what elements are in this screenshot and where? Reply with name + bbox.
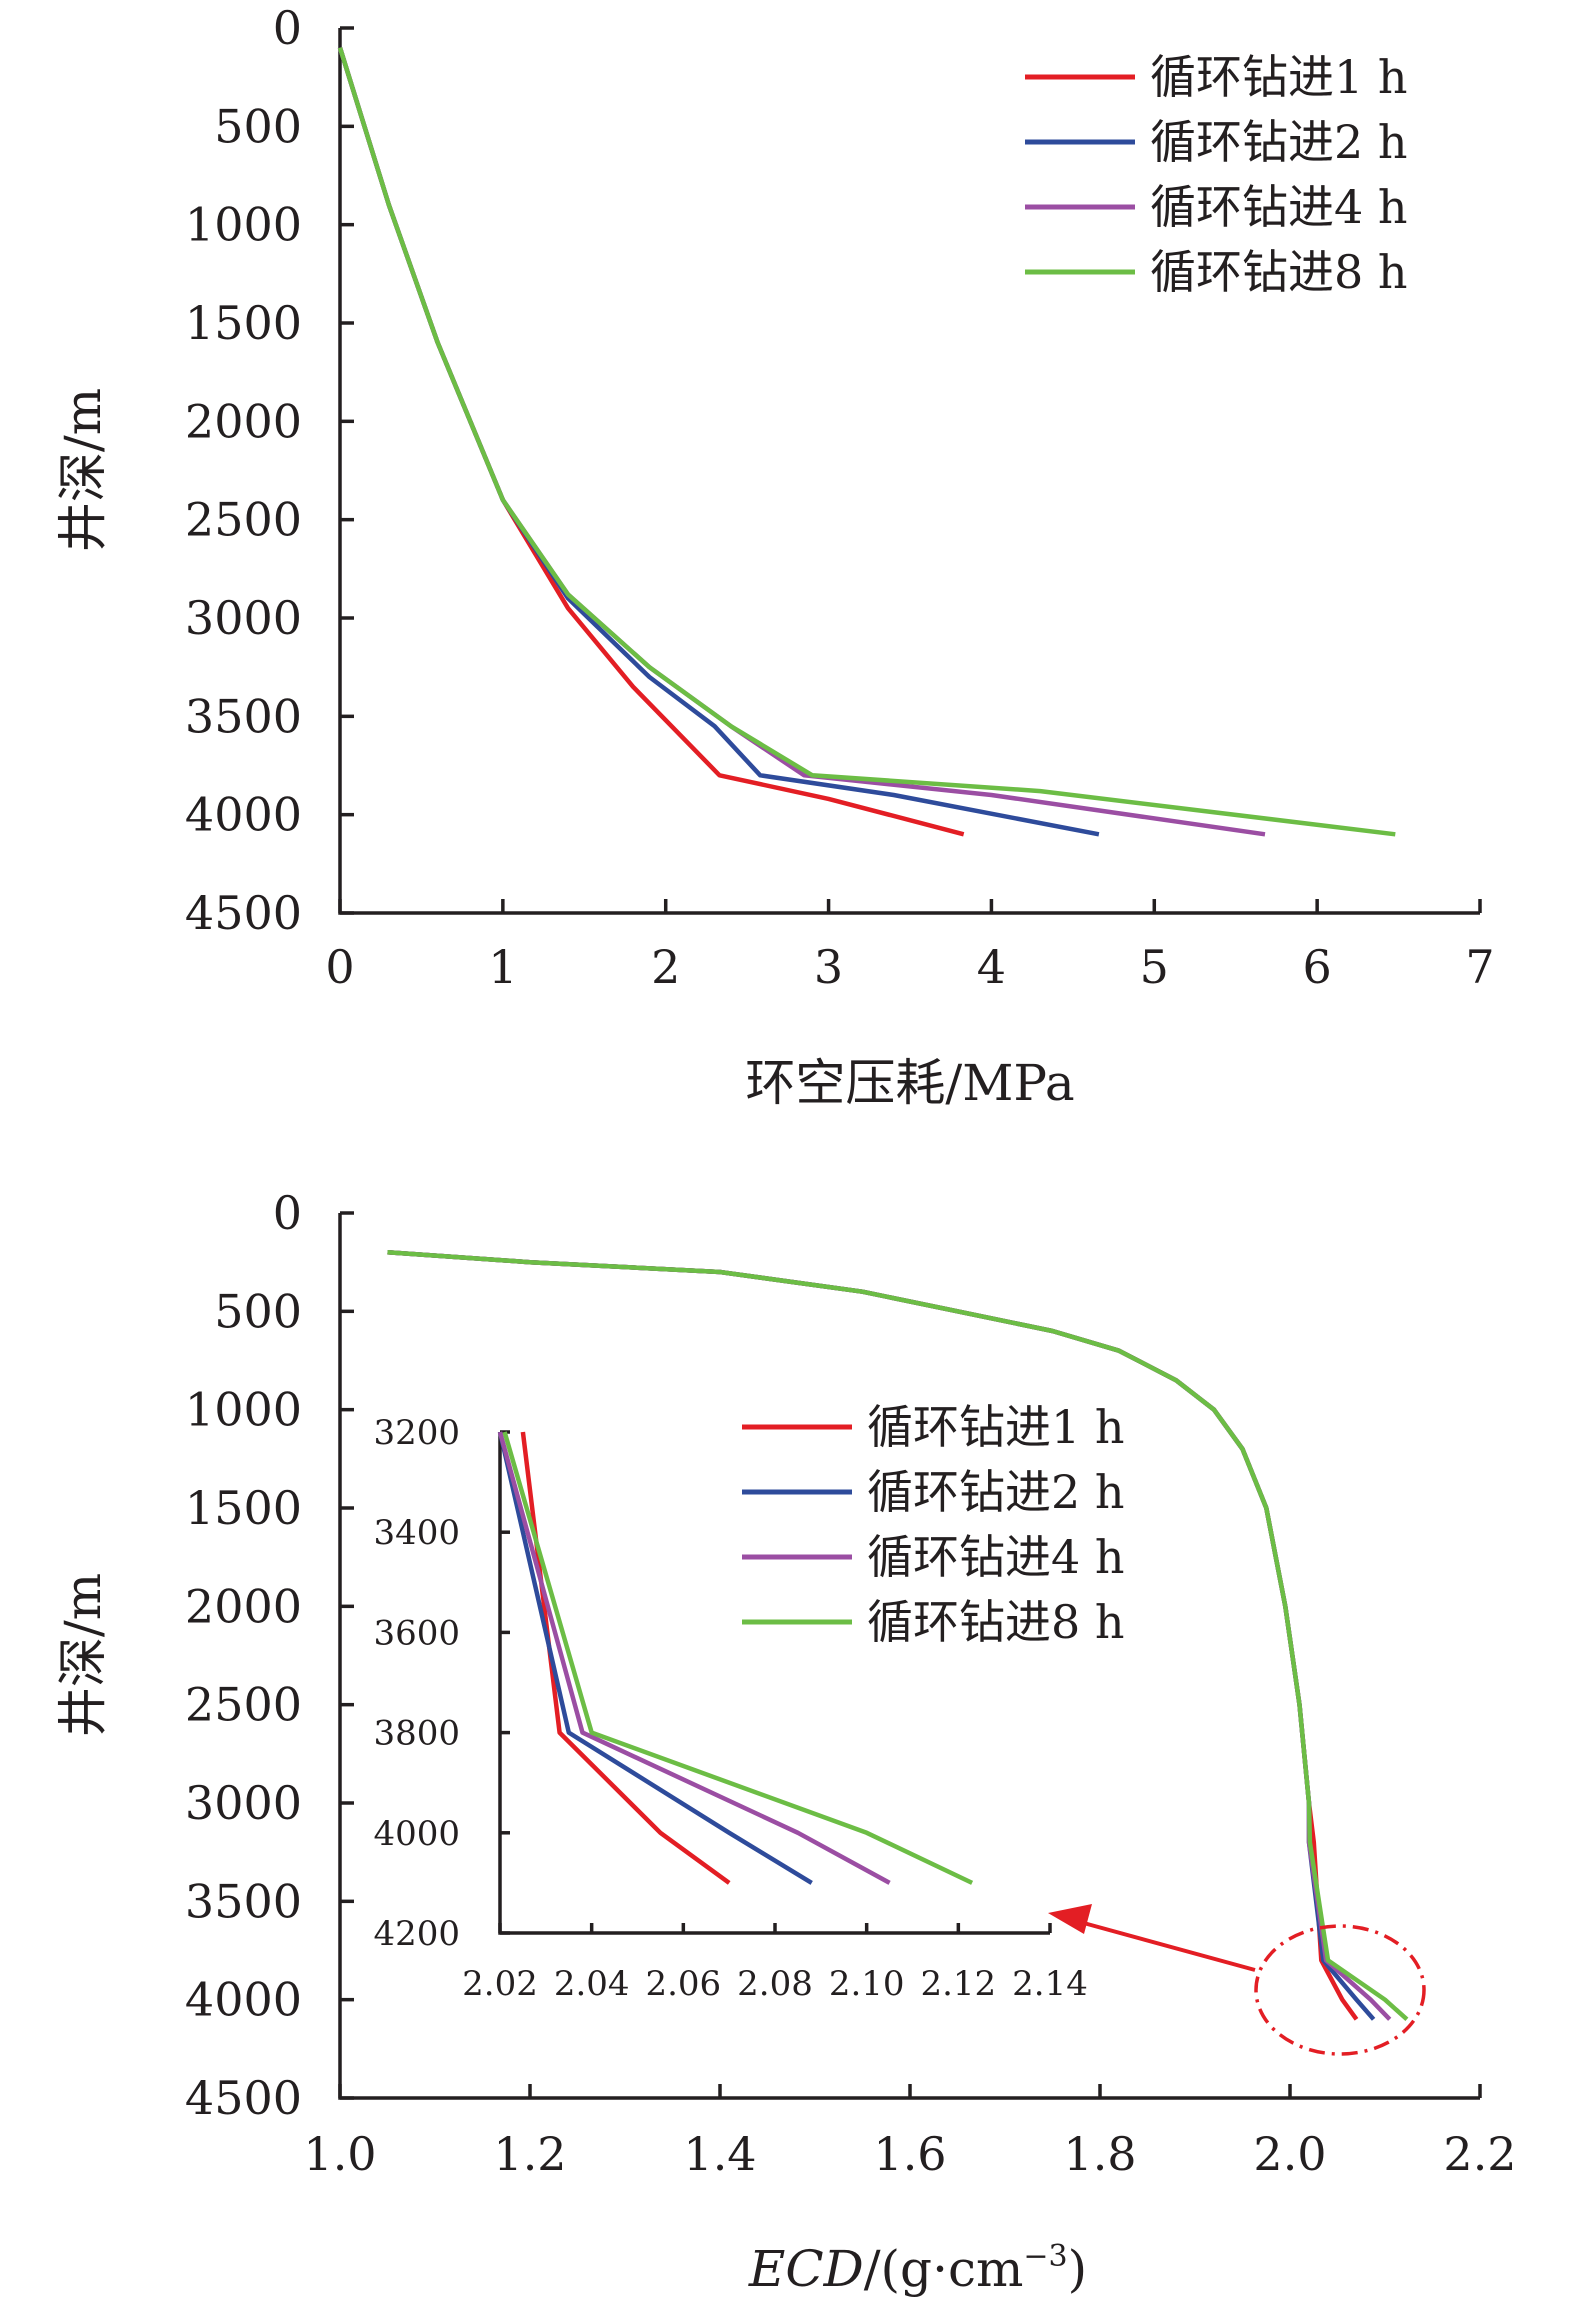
legend-label-1: 循环钻进1 h [1150, 50, 1408, 104]
bottom-x-label-sup: −3 [1023, 2239, 1067, 2274]
inset-y-ticks: 3200 3400 3600 3800 4000 4200 [373, 1413, 510, 1954]
series-line-2 [497, 1431, 813, 1885]
x-tick-label: 2.0 [1253, 2127, 1326, 2181]
bottom-series-lines [387, 1250, 1409, 2021]
top-legend: 循环钻进1 h 循环钻进2 h 循环钻进4 h 循环钻进8 h [1025, 50, 1408, 299]
y-tick-label: 1500 [185, 296, 302, 350]
top-x-label: 环空压耗/MPa [745, 1054, 1074, 1112]
x-tick-label: 2.08 [737, 1964, 813, 2004]
y-tick-label: 3600 [373, 1613, 460, 1653]
top-x-ticks: 0 1 2 3 4 5 6 7 [325, 899, 1495, 994]
x-tick-label: 2.2 [1443, 2127, 1516, 2181]
pressure-loss-chart: 0 500 1000 1500 2000 2500 3000 3500 4000 4500 0 1 2… [54, 1, 1495, 1112]
y-tick-label: 2500 [185, 493, 302, 547]
ecd-chart: 0 500 1000 1500 2000 2500 3000 3500 4000 4500 1.0… [54, 1186, 1517, 2298]
y-tick-label: 4000 [185, 1973, 302, 2027]
zoom-circle [1254, 1924, 1426, 2056]
series-line-4 [337, 47, 1396, 837]
legend-label-4: 循环钻进8 h [1150, 245, 1408, 299]
y-tick-label: 3500 [185, 689, 302, 743]
bottom-y-label: 井深/m [54, 1573, 112, 1737]
bottom-y-ticks: 0 500 1000 1500 2000 2500 3000 3500 4000 4500 [185, 1186, 354, 2125]
x-tick-label: 6 [1303, 940, 1332, 994]
x-tick-label: 1.8 [1063, 2127, 1136, 2181]
x-tick-label: 2.04 [554, 1964, 630, 2004]
bottom-x-label-italic: ECD [748, 2240, 864, 2298]
y-tick-label: 0 [273, 1186, 302, 1240]
series-line-3 [497, 1431, 891, 1885]
series-line-4 [502, 1431, 974, 1885]
x-tick-label: 4 [977, 940, 1006, 994]
y-tick-label: 4200 [373, 1914, 460, 1954]
legend-label-3: 循环钻进4 h [1150, 180, 1408, 234]
series-line-4 [387, 1250, 1409, 2021]
bottom-x-label-unit: /(g·cm [864, 2240, 1024, 2298]
y-tick-label: 3200 [373, 1413, 460, 1453]
zoom-arrow-line [1079, 1920, 1256, 1972]
y-tick-label: 3000 [185, 591, 302, 645]
y-tick-label: 3000 [185, 1776, 302, 1830]
x-tick-label: 1.6 [873, 2127, 946, 2181]
y-tick-label: 4500 [185, 886, 302, 940]
x-tick-label: 0 [325, 940, 354, 994]
legend-label-2: 循环钻进2 h [867, 1465, 1125, 1519]
y-tick-label: 2500 [185, 1678, 302, 1732]
legend-label-2: 循环钻进2 h [1150, 115, 1408, 169]
x-tick-label: 2.02 [462, 1964, 538, 2004]
top-y-ticks: 0 500 1000 1500 2000 2500 3000 3500 4000 4500 [185, 1, 354, 940]
x-tick-label: 5 [1140, 940, 1169, 994]
y-tick-label: 3500 [185, 1874, 302, 1928]
x-tick-label: 1 [488, 940, 517, 994]
y-tick-label: 500 [214, 99, 302, 153]
bottom-x-ticks: 1.0 1.2 1.4 1.6 1.8 2.0 2.2 [303, 2084, 1517, 2181]
x-tick-label: 1.2 [493, 2127, 566, 2181]
y-tick-label: 1500 [185, 1481, 302, 1535]
y-tick-label: 4500 [185, 2071, 302, 2125]
zoom-arrow-head [1048, 1904, 1092, 1934]
y-tick-label: 3400 [373, 1513, 460, 1553]
y-tick-label: 1000 [185, 1383, 302, 1437]
y-tick-label: 1000 [185, 198, 302, 252]
x-tick-label: 2.14 [1012, 1964, 1088, 2004]
top-series-lines [337, 47, 1396, 837]
y-tick-label: 3800 [373, 1714, 460, 1754]
bottom-legend: 循环钻进1 h 循环钻进2 h 循环钻进4 h 循环钻进8 h [742, 1400, 1125, 1649]
x-tick-label: 2.06 [645, 1964, 721, 2004]
x-tick-label: 7 [1465, 940, 1494, 994]
y-tick-label: 4000 [373, 1814, 460, 1854]
inset-x-ticks: 2.02 2.04 2.06 2.08 2.10 2.12 2.14 [462, 1923, 1088, 2004]
x-tick-label: 3 [814, 940, 843, 994]
y-tick-label: 0 [273, 1, 302, 55]
series-line-1 [337, 47, 965, 837]
x-tick-label: 2.10 [829, 1964, 905, 2004]
y-tick-label: 2000 [185, 1579, 302, 1633]
bottom-x-label: ECD/(g·cm−3) [748, 2239, 1087, 2298]
x-tick-label: 2 [651, 940, 680, 994]
x-tick-label: 1.0 [303, 2127, 376, 2181]
y-tick-label: 2000 [185, 394, 302, 448]
x-tick-label: 2.12 [920, 1964, 996, 2004]
legend-label-4: 循环钻进8 h [867, 1595, 1125, 1649]
inset-series-lines [497, 1431, 974, 1885]
top-y-label: 井深/m [54, 388, 112, 552]
legend-label-3: 循环钻进4 h [867, 1530, 1125, 1584]
legend-label-1: 循环钻进1 h [867, 1400, 1125, 1454]
y-tick-label: 4000 [185, 788, 302, 842]
y-tick-label: 500 [214, 1284, 302, 1338]
x-tick-label: 1.4 [683, 2127, 756, 2181]
bottom-x-label-end: ) [1068, 2240, 1088, 2298]
